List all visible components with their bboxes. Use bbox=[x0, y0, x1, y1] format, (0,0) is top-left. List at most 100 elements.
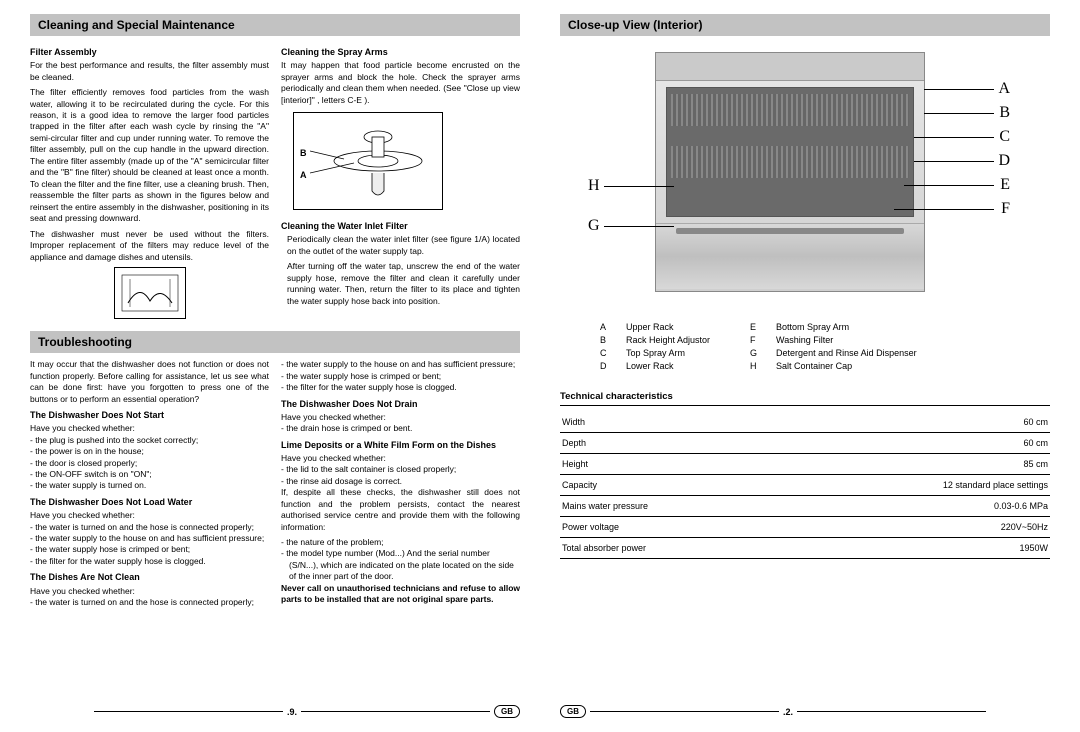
ts2-i1: the water is turned on and the hose is c… bbox=[30, 522, 269, 533]
tk0: Width bbox=[560, 412, 782, 433]
ts-q5: Have you checked whether: bbox=[281, 453, 520, 464]
inlet-head: Cleaning the Water Inlet Filter bbox=[281, 220, 520, 232]
table-row: Depth60 cm bbox=[560, 433, 1050, 454]
ts5-i2: the rinse aid dosage is correct. bbox=[281, 476, 520, 487]
ts1-i5: the water supply is turned on. bbox=[30, 480, 269, 491]
ts2-i4: the filter for the water supply hose is … bbox=[30, 556, 269, 567]
spray-arms-head: Cleaning the Spray Arms bbox=[281, 46, 520, 58]
legend-left: AUpper Rack BRack Height Adjustor CTop S… bbox=[600, 322, 710, 371]
tv5: 220V~50Hz bbox=[782, 517, 1050, 538]
lg-b-k: B bbox=[600, 335, 612, 345]
ts3-i1: the water is turned on and the hose is c… bbox=[30, 597, 269, 608]
ts-bold: Never call on unauthorised technicians a… bbox=[281, 583, 520, 606]
lg-e-v: Bottom Spray Arm bbox=[776, 322, 849, 332]
ts-t1: the nature of the problem; bbox=[281, 537, 520, 548]
tech-table: Width60 cm Depth60 cm Height85 cm Capaci… bbox=[560, 412, 1050, 559]
lg-g-v: Detergent and Rinse Aid Dispenser bbox=[776, 348, 917, 358]
left-footer: .9. GB bbox=[30, 699, 520, 718]
ts-q3: Have you checked whether: bbox=[30, 586, 269, 597]
ts2-i3: the water supply hose is crimped or bent… bbox=[30, 544, 269, 555]
tk1: Depth bbox=[560, 433, 782, 454]
tv6: 1950W bbox=[782, 538, 1050, 559]
inlet-p2: After turning off the water tap, unscrew… bbox=[281, 261, 520, 307]
callout-g: G bbox=[588, 217, 600, 235]
table-row: Width60 cm bbox=[560, 412, 1050, 433]
lg-b-v: Rack Height Adjustor bbox=[626, 335, 710, 345]
callout-e: E bbox=[1000, 176, 1010, 194]
line-e bbox=[904, 185, 994, 186]
tk3: Capacity bbox=[560, 475, 782, 496]
callout-a: A bbox=[998, 80, 1010, 98]
ts-r3: the filter for the water supply hose is … bbox=[281, 382, 520, 393]
cleaning-col-left: Filter Assembly For the best performance… bbox=[30, 42, 269, 325]
section-troubleshoot-header: Troubleshooting bbox=[30, 331, 520, 353]
ts1-list: the plug is pushed into the socket corre… bbox=[30, 435, 269, 492]
ts1-i1: the plug is pushed into the socket corre… bbox=[30, 435, 269, 446]
ts-q4: Have you checked whether: bbox=[281, 412, 520, 423]
spray-p1: It may happen that food particle become … bbox=[281, 60, 520, 106]
ts-r1: the water supply to the house on and has… bbox=[281, 359, 520, 370]
table-row: Capacity12 standard place settings bbox=[560, 475, 1050, 496]
tv4: 0.03-0.6 MPa bbox=[782, 496, 1050, 517]
line-f bbox=[894, 209, 994, 210]
footer-line-r2 bbox=[797, 711, 986, 712]
lg-g-k: G bbox=[750, 348, 762, 358]
spray-figure: B A bbox=[293, 112, 443, 210]
tv3: 12 standard place settings bbox=[782, 475, 1050, 496]
lg-d-v: Lower Rack bbox=[626, 361, 674, 371]
lg-f-v: Washing Filter bbox=[776, 335, 833, 345]
lg-h-v: Salt Container Cap bbox=[776, 361, 852, 371]
ts-q2: Have you checked whether: bbox=[30, 510, 269, 521]
ts4-i1: the drain hose is crimped or bent. bbox=[281, 423, 520, 434]
lg-a-v: Upper Rack bbox=[626, 322, 674, 332]
line-h bbox=[604, 186, 674, 187]
section-closeup-header: Close-up View (Interior) bbox=[560, 14, 1050, 36]
lg-e-k: E bbox=[750, 322, 762, 332]
ts-h3: The Dishes Are Not Clean bbox=[30, 571, 269, 583]
ts-h5: Lime Deposits or a White Film Form on th… bbox=[281, 439, 520, 451]
page-right: Close-up View (Interior) A B C D E F G H… bbox=[550, 14, 1060, 718]
table-row: Power voltage220V~50Hz bbox=[560, 517, 1050, 538]
ts-q1: Have you checked whether: bbox=[30, 423, 269, 434]
left-gb-badge: GB bbox=[494, 705, 520, 718]
filter-p2: The filter efficiently removes food part… bbox=[30, 87, 269, 225]
table-row: Height85 cm bbox=[560, 454, 1050, 475]
dishwasher-illustration bbox=[655, 52, 925, 292]
footer-line-r1 bbox=[590, 711, 779, 712]
ts1-i4: the ON-OFF switch is on "ON"; bbox=[30, 469, 269, 480]
filter-figure bbox=[114, 267, 186, 319]
troubleshoot-columns: It may occur that the dishwasher does no… bbox=[30, 359, 520, 610]
ts-h4: The Dishwasher Does Not Drain bbox=[281, 398, 520, 410]
page-left: Cleaning and Special Maintenance Filter … bbox=[20, 14, 530, 718]
filter-p1: For the best performance and results, th… bbox=[30, 60, 269, 83]
callout-f: F bbox=[1001, 200, 1010, 218]
tv0: 60 cm bbox=[782, 412, 1050, 433]
lg-c-k: C bbox=[600, 348, 612, 358]
legend: AUpper Rack BRack Height Adjustor CTop S… bbox=[600, 322, 1050, 371]
closeup-diagram: A B C D E F G H bbox=[560, 42, 1050, 312]
ts-tail-list: the nature of the problem; the model typ… bbox=[281, 537, 520, 583]
ts-col-right: the water supply to the house on and has… bbox=[281, 359, 520, 610]
ts-t2: the model type number (Mod...) And the s… bbox=[281, 548, 520, 582]
ts4-list: the drain hose is crimped or bent. bbox=[281, 423, 520, 434]
ts-r-list: the water supply to the house on and has… bbox=[281, 359, 520, 393]
footer-line-l2 bbox=[301, 711, 490, 712]
ts2-i2: the water supply to the house on and has… bbox=[30, 533, 269, 544]
lg-c-v: Top Spray Arm bbox=[626, 348, 685, 358]
lg-h-k: H bbox=[750, 361, 762, 371]
tech-head: Technical characteristics bbox=[560, 391, 1050, 406]
cleaning-columns: Filter Assembly For the best performance… bbox=[30, 42, 520, 325]
left-page-num: .9. bbox=[287, 707, 297, 717]
ts3-list: the water is turned on and the hose is c… bbox=[30, 597, 269, 608]
legend-right: EBottom Spray Arm FWashing Filter GDeter… bbox=[750, 322, 917, 371]
ts-intro: It may occur that the dishwasher does no… bbox=[30, 359, 269, 405]
ts5-list: the lid to the salt container is closed … bbox=[281, 464, 520, 487]
ts-h2: The Dishwasher Does Not Load Water bbox=[30, 496, 269, 508]
right-page-num: .2. bbox=[783, 707, 793, 717]
section-cleaning-header: Cleaning and Special Maintenance bbox=[30, 14, 520, 36]
callout-b: B bbox=[999, 104, 1010, 122]
ts1-i2: the power is on in the house; bbox=[30, 446, 269, 457]
filter-p3: The dishwasher must never be used withou… bbox=[30, 229, 269, 263]
line-d bbox=[914, 161, 994, 162]
tk4: Mains water pressure bbox=[560, 496, 782, 517]
